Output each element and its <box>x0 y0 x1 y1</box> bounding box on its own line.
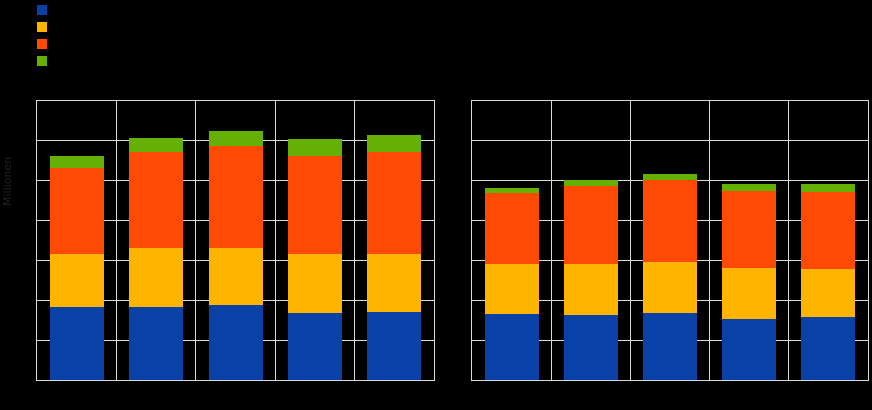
bar-segment-series-1-blue <box>129 306 184 380</box>
gridline-vertical <box>709 101 711 380</box>
bar-segment-series-2-yellow <box>287 254 342 313</box>
bar-segment-series-4-green <box>367 134 422 152</box>
bar-segment-series-2-yellow <box>563 264 618 315</box>
bar-segment-series-2-yellow <box>643 261 697 313</box>
gridline-horizontal <box>472 140 868 142</box>
legend-swatch-series-4-green <box>37 56 47 66</box>
chart-panel-left <box>36 100 435 381</box>
gridline-vertical <box>629 101 631 380</box>
legend-item <box>37 5 53 15</box>
stacked-bar <box>367 134 422 380</box>
bar-segment-series-3-orange <box>722 191 777 268</box>
bar-segment-series-3-orange <box>801 191 856 269</box>
bar-segment-series-3-orange <box>208 145 263 249</box>
gridline-vertical <box>274 101 276 380</box>
bar-segment-series-2-yellow <box>801 268 856 318</box>
bar-segment-series-1-blue <box>208 305 263 380</box>
bar-segment-series-4-green <box>208 130 263 146</box>
legend-swatch-series-3-orange <box>37 39 47 49</box>
stacked-bar <box>801 183 856 380</box>
stacked-bar <box>287 139 342 380</box>
bar-segment-series-3-orange <box>367 151 422 255</box>
stacked-bar <box>722 184 777 380</box>
legend-item <box>37 39 53 49</box>
bar-segment-series-2-yellow <box>129 247 184 307</box>
bar-segment-series-4-green <box>801 183 856 192</box>
bar-segment-series-1-blue <box>484 313 539 380</box>
bar-segment-series-1-blue <box>49 307 104 380</box>
legend-swatch-series-2-yellow <box>37 22 47 32</box>
bar-segment-series-3-orange <box>49 168 104 255</box>
stacked-bar <box>643 173 697 380</box>
gridline-vertical <box>354 101 356 380</box>
bar-segment-series-2-yellow <box>49 254 104 308</box>
bar-segment-series-4-green <box>563 179 618 187</box>
bar-segment-series-2-yellow <box>484 264 539 314</box>
bar-segment-series-1-blue <box>563 314 618 380</box>
stacked-bar <box>49 155 104 380</box>
gridline-vertical <box>788 101 790 380</box>
legend-swatch-series-1-blue <box>37 5 47 15</box>
bar-segment-series-4-green <box>643 173 697 180</box>
gridline-vertical <box>550 101 552 380</box>
bar-segment-series-4-green <box>129 137 184 153</box>
bar-segment-series-4-green <box>287 139 342 156</box>
legend-item <box>37 22 53 32</box>
bar-segment-series-4-green <box>484 187 539 193</box>
stacked-bar <box>129 137 184 380</box>
y-axis-title: Millionen <box>1 156 14 206</box>
bar-segment-series-1-blue <box>367 312 422 380</box>
stacked-bar <box>484 187 539 380</box>
bar-segment-series-3-orange <box>287 155 342 255</box>
bar-segment-series-3-orange <box>563 186 618 265</box>
bar-segment-series-1-blue <box>287 312 342 380</box>
bar-segment-series-1-blue <box>722 319 777 380</box>
legend <box>37 5 53 73</box>
bar-segment-series-1-blue <box>643 312 697 380</box>
bar-segment-series-2-yellow <box>367 254 422 313</box>
gridline-vertical <box>195 101 197 380</box>
bar-segment-series-1-blue <box>801 317 856 380</box>
gridline-vertical <box>115 101 117 380</box>
legend-item <box>37 56 53 66</box>
bar-segment-series-3-orange <box>129 152 184 248</box>
bar-segment-series-4-green <box>49 155 104 169</box>
bar-segment-series-3-orange <box>484 192 539 265</box>
bar-segment-series-4-green <box>722 184 777 192</box>
stacked-bar <box>208 130 263 380</box>
stacked-bar <box>563 179 618 380</box>
chart-panel-right <box>471 100 869 381</box>
bar-segment-series-3-orange <box>643 179 697 262</box>
bar-segment-series-2-yellow <box>208 248 263 306</box>
bar-segment-series-2-yellow <box>722 267 777 320</box>
